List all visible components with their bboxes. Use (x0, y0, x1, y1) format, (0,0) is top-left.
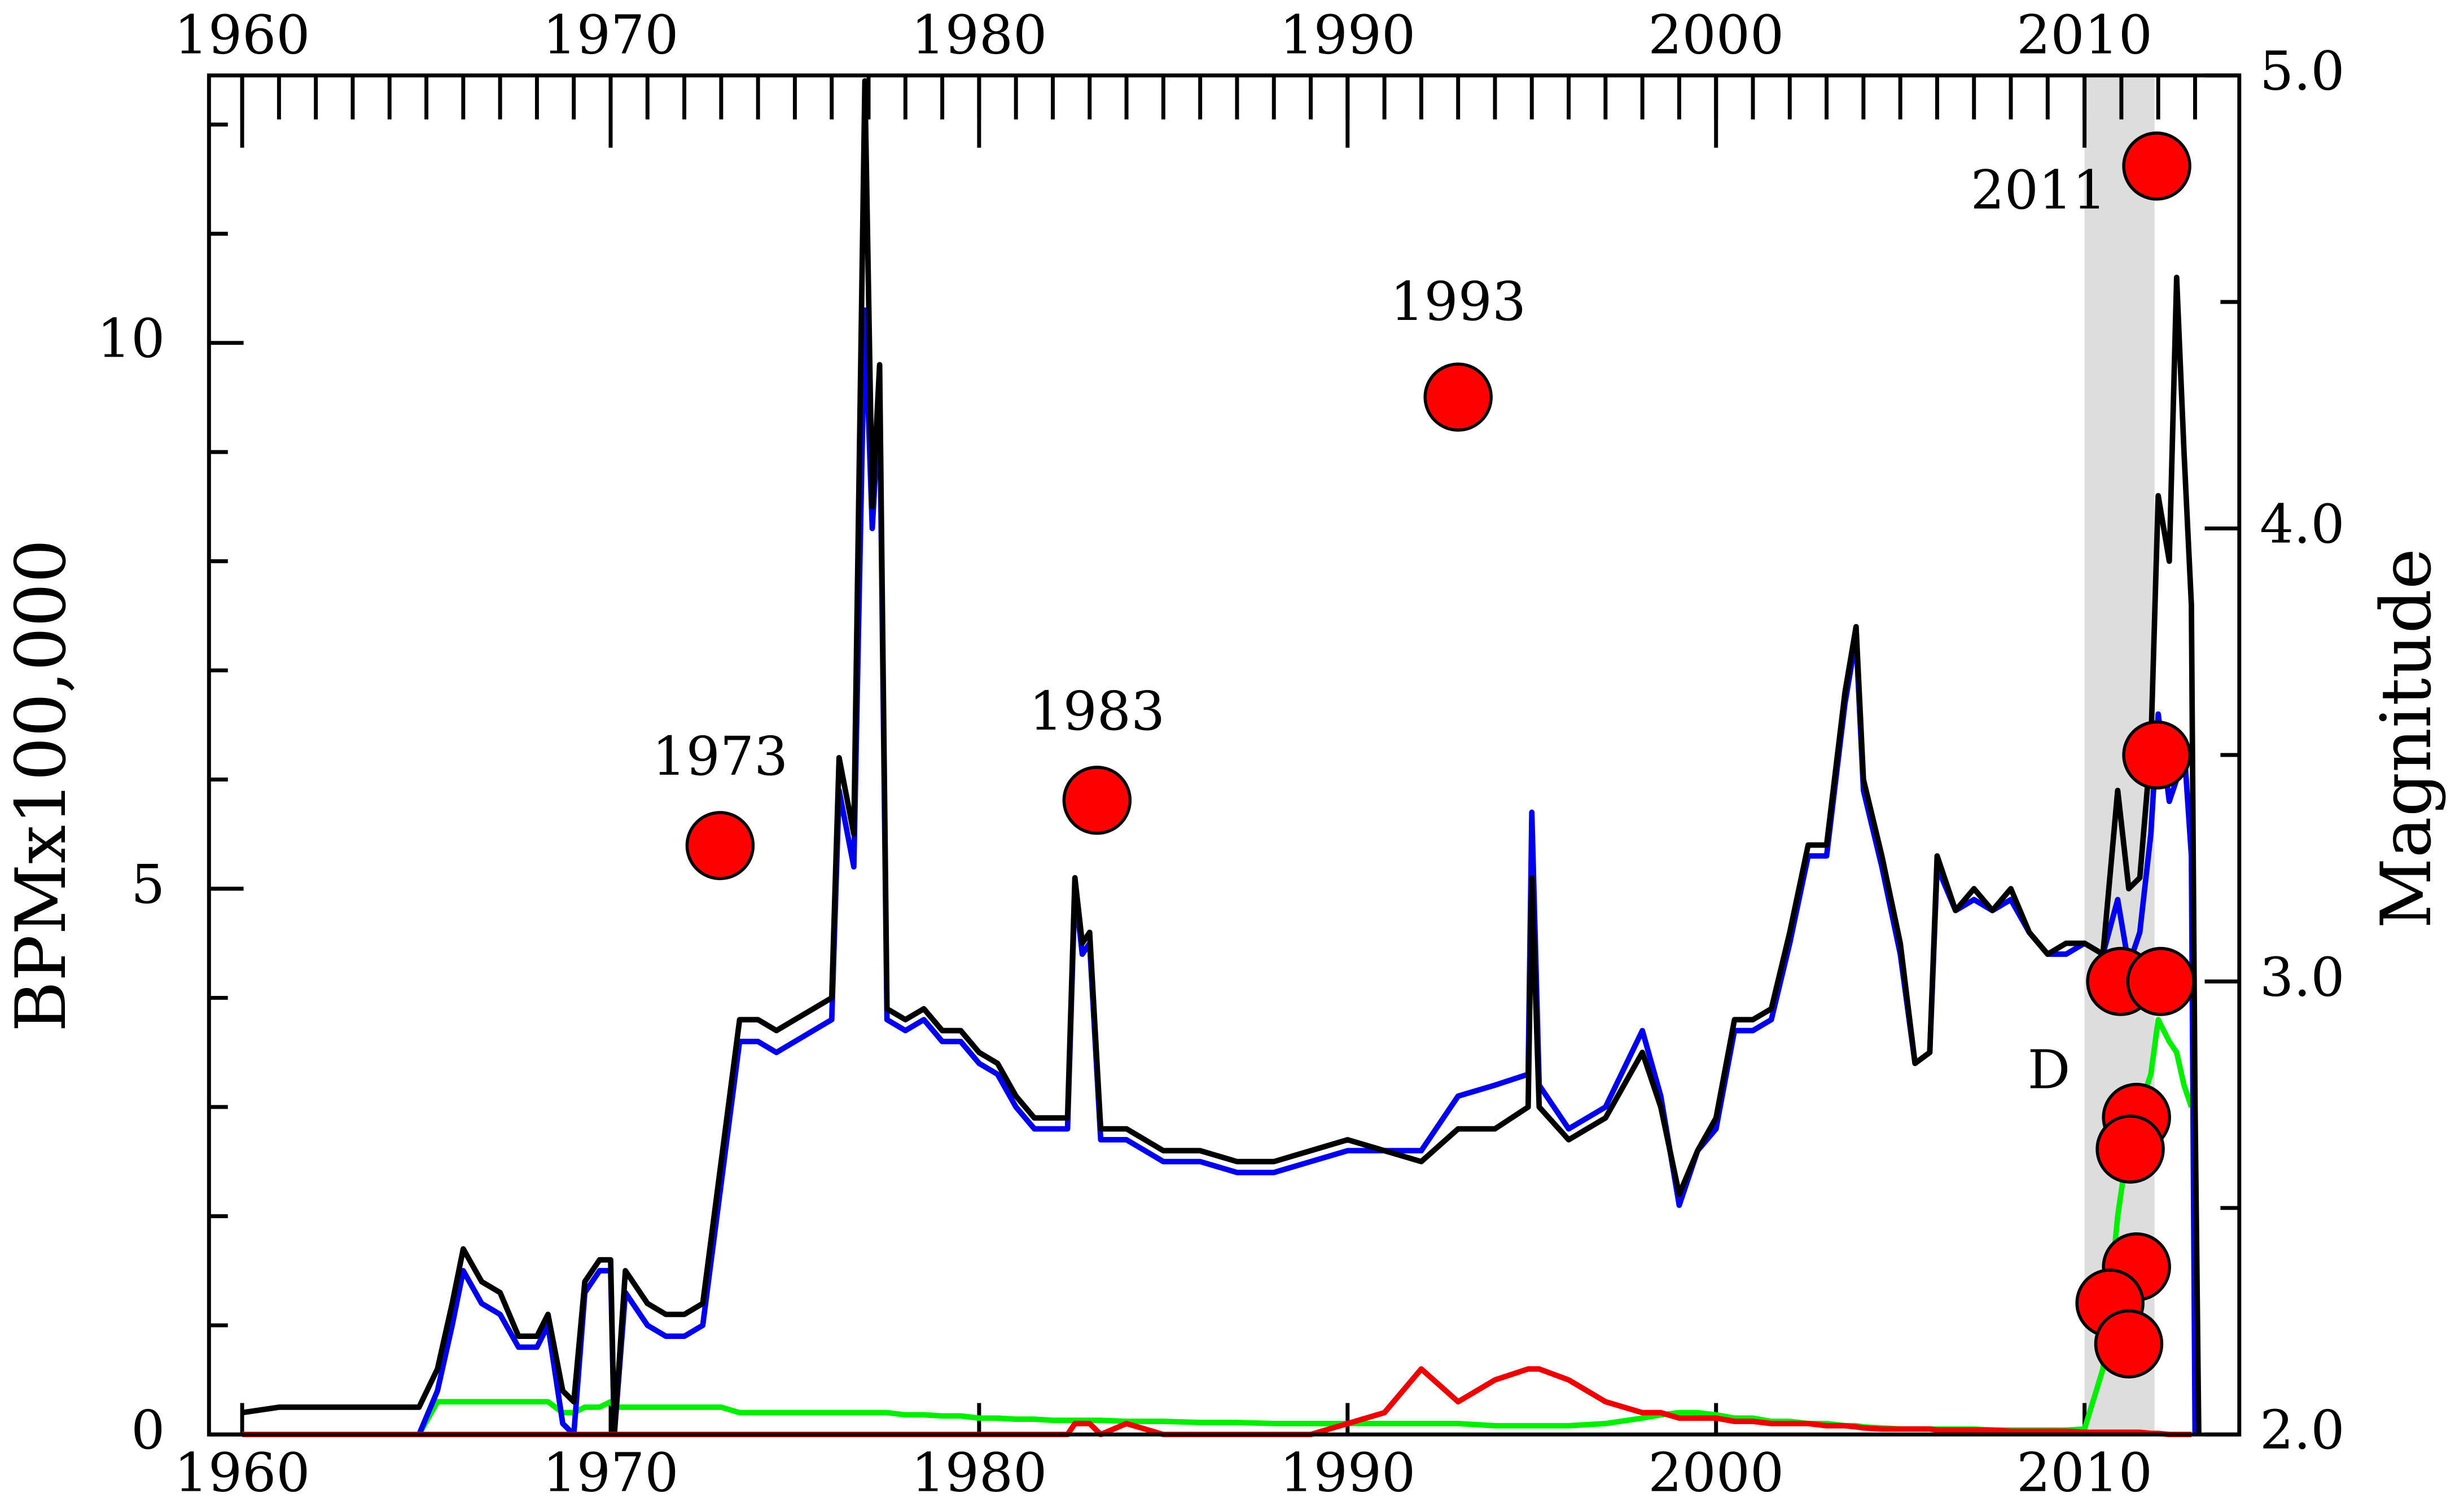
y2-axis-label: Magnitude (2366, 548, 2447, 929)
data-line (416, 307, 2198, 1438)
annotation: 1983 (1029, 680, 1165, 743)
event-marker (2094, 1309, 2164, 1378)
y-axis-label: BPMx100,000 (1, 539, 81, 1033)
y2-tick-label: 5.0 (2260, 41, 2345, 103)
annotation: D (2028, 1039, 2071, 1101)
annotation: 1973 (652, 726, 788, 788)
x-top-tick-label: 1990 (1279, 5, 1415, 67)
event-marker (1423, 362, 1493, 432)
x-tick-label: 1980 (911, 1442, 1047, 1504)
event-marker (2126, 947, 2196, 1016)
x-top-tick-label: 1970 (543, 5, 679, 67)
x-top-tick-label: 1960 (174, 5, 310, 67)
annotation: 2011 (1971, 159, 2107, 221)
x-top-tick-label: 2010 (2016, 5, 2152, 67)
x-top-tick-label: 2000 (1648, 5, 1784, 67)
event-marker (685, 811, 755, 880)
y-tick-label: 0 (131, 1399, 165, 1461)
data-line (242, 78, 2202, 1438)
data-line (416, 1017, 2194, 1436)
event-marker (1062, 766, 1132, 835)
event-marker (2122, 720, 2191, 790)
x-top-tick-label: 1980 (911, 5, 1047, 67)
y2-tick-label: 2.0 (2260, 1399, 2345, 1461)
event-marker (2122, 131, 2191, 201)
y2-tick-label: 4.0 (2260, 494, 2345, 556)
annotation: 1993 (1390, 271, 1526, 333)
x-tick-label: 1990 (1279, 1442, 1415, 1504)
y2-tick-label: 3.0 (2260, 946, 2345, 1008)
x-tick-label: 2000 (1648, 1442, 1784, 1504)
x-tick-label: 1960 (174, 1442, 310, 1504)
plot-frame (207, 73, 2242, 1437)
y-tick-label: 10 (97, 308, 165, 370)
y-tick-label: 5 (131, 854, 165, 916)
x-tick-label: 2010 (2016, 1442, 2152, 1504)
event-marker (2095, 1114, 2165, 1184)
x-tick-label: 1970 (543, 1442, 679, 1504)
